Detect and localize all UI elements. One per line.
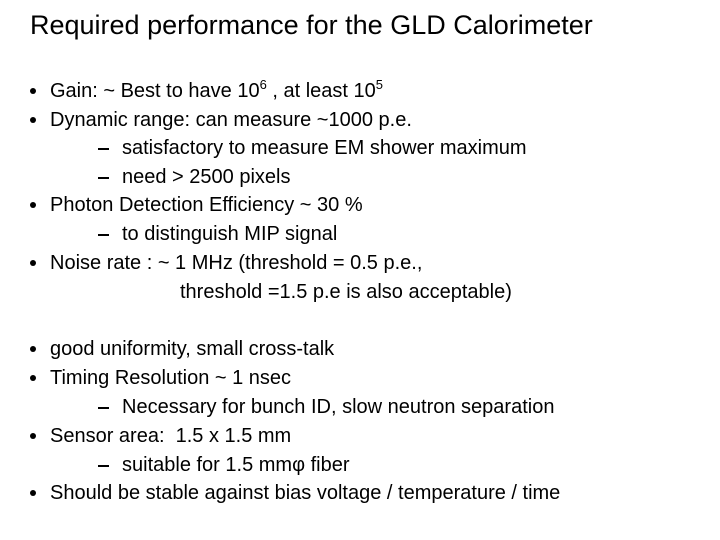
bullet-text: Photon Detection Efficiency ~ 30 % [50,194,363,216]
bullet-text: Should be stable against bias voltage / … [50,482,561,504]
bullet [30,117,36,123]
text: , at least 10 [266,80,376,102]
subitem-text: to distinguish MIP signal [122,223,338,245]
dash [98,465,109,467]
bullet [30,433,36,439]
bullet [30,490,36,496]
dash [98,148,109,150]
bullet [30,260,36,266]
exponent: 5 [375,77,384,92]
continuation-text: threshold =1.5 p.e is also acceptable) [180,281,512,303]
bullet-text: Dynamic range: can measure ~1000 p.e. [50,109,412,131]
subitem-text: satisfactory to measure EM shower maximu… [122,137,527,159]
dash [98,407,109,409]
bullet [30,202,36,208]
dash [98,177,109,179]
bullet [30,375,36,381]
title: Required performance for the GLD Calorim… [30,10,593,40]
subitem-text: Necessary for bunch ID, slow neutron sep… [122,396,555,418]
subitem-text: suitable for 1.5 mmφ fiber [122,454,350,476]
bullet-text: Noise rate : ~ 1 MHz (threshold = 0.5 p.… [50,252,423,274]
bullet [30,88,36,94]
bullet-text: good uniformity, small cross-talk [50,338,335,360]
subitem-text: need > 2500 pixels [122,166,291,188]
dash [98,234,109,236]
bullet [30,346,36,352]
text: Gain: ~ Best to have 10 [50,80,260,102]
exponent: 6 [259,77,267,92]
bullet-text: Sensor area: 1.5 x 1.5 mm [50,425,292,447]
bullet-text: Gain: ~ Best to have 106 , at least 105 [50,78,383,102]
bullet-text: Timing Resolution ~ 1 nsec [50,367,292,389]
